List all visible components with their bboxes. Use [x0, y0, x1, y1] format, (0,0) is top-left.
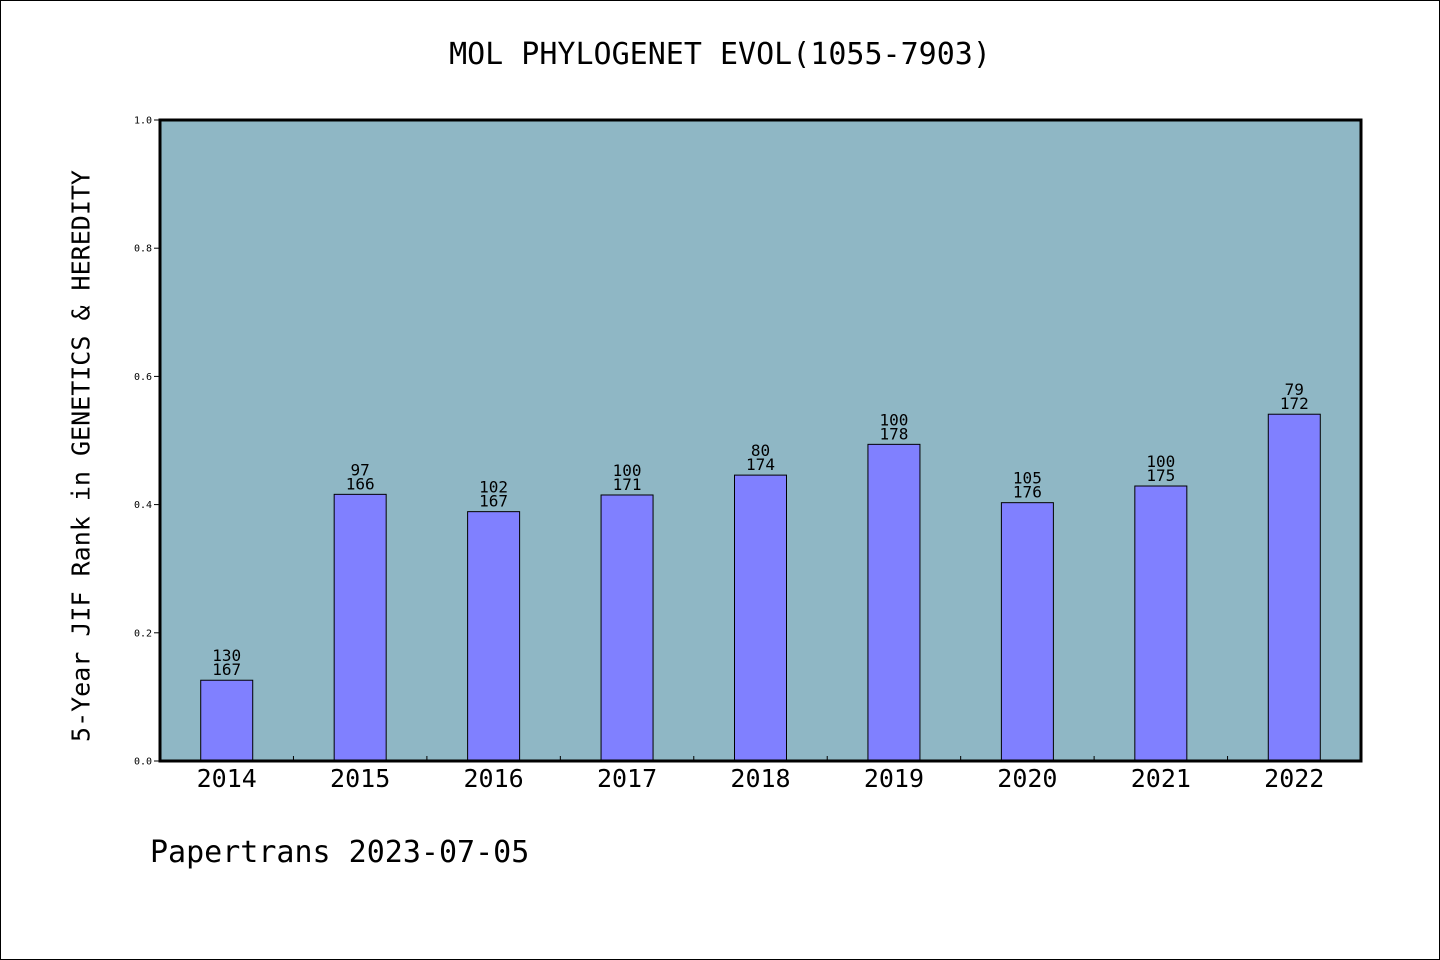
bar-2021 — [1134, 485, 1188, 762]
x-tick-label: 2018 — [730, 764, 790, 793]
footer-note: Papertrans 2023-07-05 — [150, 835, 530, 870]
x-tick-label: 2021 — [1131, 764, 1191, 793]
bar-2018 — [734, 474, 787, 762]
bar-total-label: 166 — [346, 474, 375, 493]
bar-rank-label: 100 — [613, 461, 642, 480]
y-tick-label: 1.0 — [134, 116, 152, 127]
bar-rank-label: 102 — [479, 478, 508, 497]
bar-2020 — [1000, 502, 1054, 762]
bar-total-label: 172 — [1280, 394, 1309, 413]
bar-2022 — [1267, 413, 1321, 762]
x-tick-label: 2016 — [464, 764, 524, 793]
bar-total-label: 167 — [212, 660, 241, 679]
x-tick-label: 2014 — [197, 764, 257, 793]
bar-rank-label: 100 — [1146, 452, 1175, 471]
y-tick-label: 0.4 — [134, 500, 152, 511]
x-tick-label: 2019 — [864, 764, 924, 793]
bar-2016 — [467, 511, 521, 762]
x-tick-label: 2015 — [330, 764, 390, 793]
chart-title: MOL PHYLOGENET EVOL(1055-7903) — [449, 37, 991, 72]
y-tick-label: 0.0 — [134, 757, 152, 768]
x-tick-label: 2020 — [997, 764, 1057, 793]
y-tick-label: 0.8 — [134, 244, 152, 255]
bar-2015 — [333, 493, 387, 762]
bar-rank-label: 100 — [879, 410, 908, 429]
bar-rank-label: 80 — [751, 441, 770, 460]
bar-rank-label: 97 — [351, 460, 370, 479]
bar-total-label: 167 — [479, 492, 508, 511]
plot-border — [158, 118, 1363, 763]
bar-rank-label: 105 — [1013, 469, 1042, 488]
bar-total-label: 178 — [879, 424, 908, 443]
bar-total-label: 174 — [746, 455, 775, 474]
bar-rank-label: 130 — [212, 646, 241, 665]
bar-total-label: 175 — [1146, 466, 1175, 485]
bar-rank-label: 79 — [1285, 380, 1304, 399]
bar-2014 — [200, 679, 254, 762]
bar-total-label: 176 — [1013, 483, 1042, 502]
x-tick-label: 2017 — [597, 764, 657, 793]
x-tick-label: 2022 — [1264, 764, 1324, 793]
bar-total-label: 171 — [613, 475, 642, 494]
bar-2019 — [867, 443, 921, 762]
y-tick-label: 0.2 — [134, 628, 152, 639]
bar-2017 — [600, 494, 654, 762]
y-tick-label: 0.6 — [134, 372, 152, 383]
